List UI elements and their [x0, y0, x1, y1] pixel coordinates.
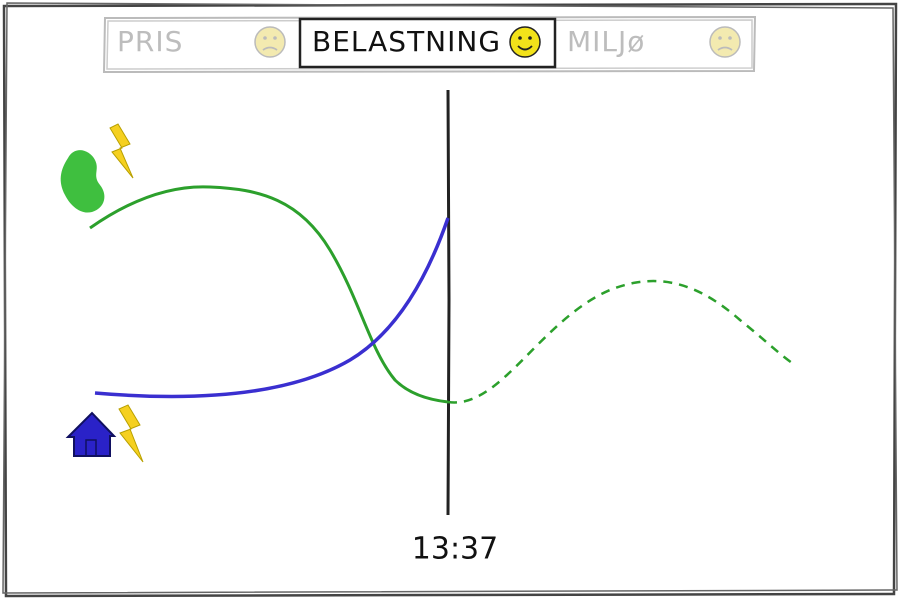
consumption-curve: [94, 217, 450, 399]
smiley-eye: [273, 36, 277, 40]
smiley-eye: [728, 36, 732, 40]
tab-label: MILJø: [567, 25, 645, 58]
tab[interactable]: BELASTNING: [298, 17, 557, 69]
production-curve: [89, 185, 449, 404]
production-forecast: [447, 279, 796, 404]
smiley-eye: [718, 36, 722, 40]
tab-label: BELASTNING: [312, 25, 501, 58]
smiley-eye: [263, 36, 267, 40]
smiley-face: [509, 26, 541, 58]
tab-label: PRIS: [117, 25, 183, 58]
region-blob: [60, 150, 105, 213]
house: [65, 411, 117, 457]
tab[interactable]: MILJø: [567, 25, 741, 58]
lightning: [109, 123, 134, 179]
smiley-mouth: [717, 46, 733, 51]
smiley-eye: [518, 36, 522, 40]
tab-bar-outline: [102, 15, 757, 74]
tab-bar: PRIS BELASTNING MILJø: [102, 15, 757, 74]
smiley-mouth: [262, 46, 278, 51]
house-door: [85, 439, 97, 456]
smiley-face: [709, 26, 741, 58]
tab-active-outline: [298, 17, 557, 69]
smiley-face: [254, 26, 286, 58]
smiley-eye: [528, 36, 532, 40]
now-line: [446, 89, 451, 516]
smiley-mouth: [517, 45, 533, 51]
production-icon: [60, 123, 134, 213]
lightning: [118, 404, 144, 463]
time-label: 13:37: [412, 532, 498, 567]
consumption-icon: [65, 404, 144, 463]
tab[interactable]: PRIS: [117, 25, 286, 58]
